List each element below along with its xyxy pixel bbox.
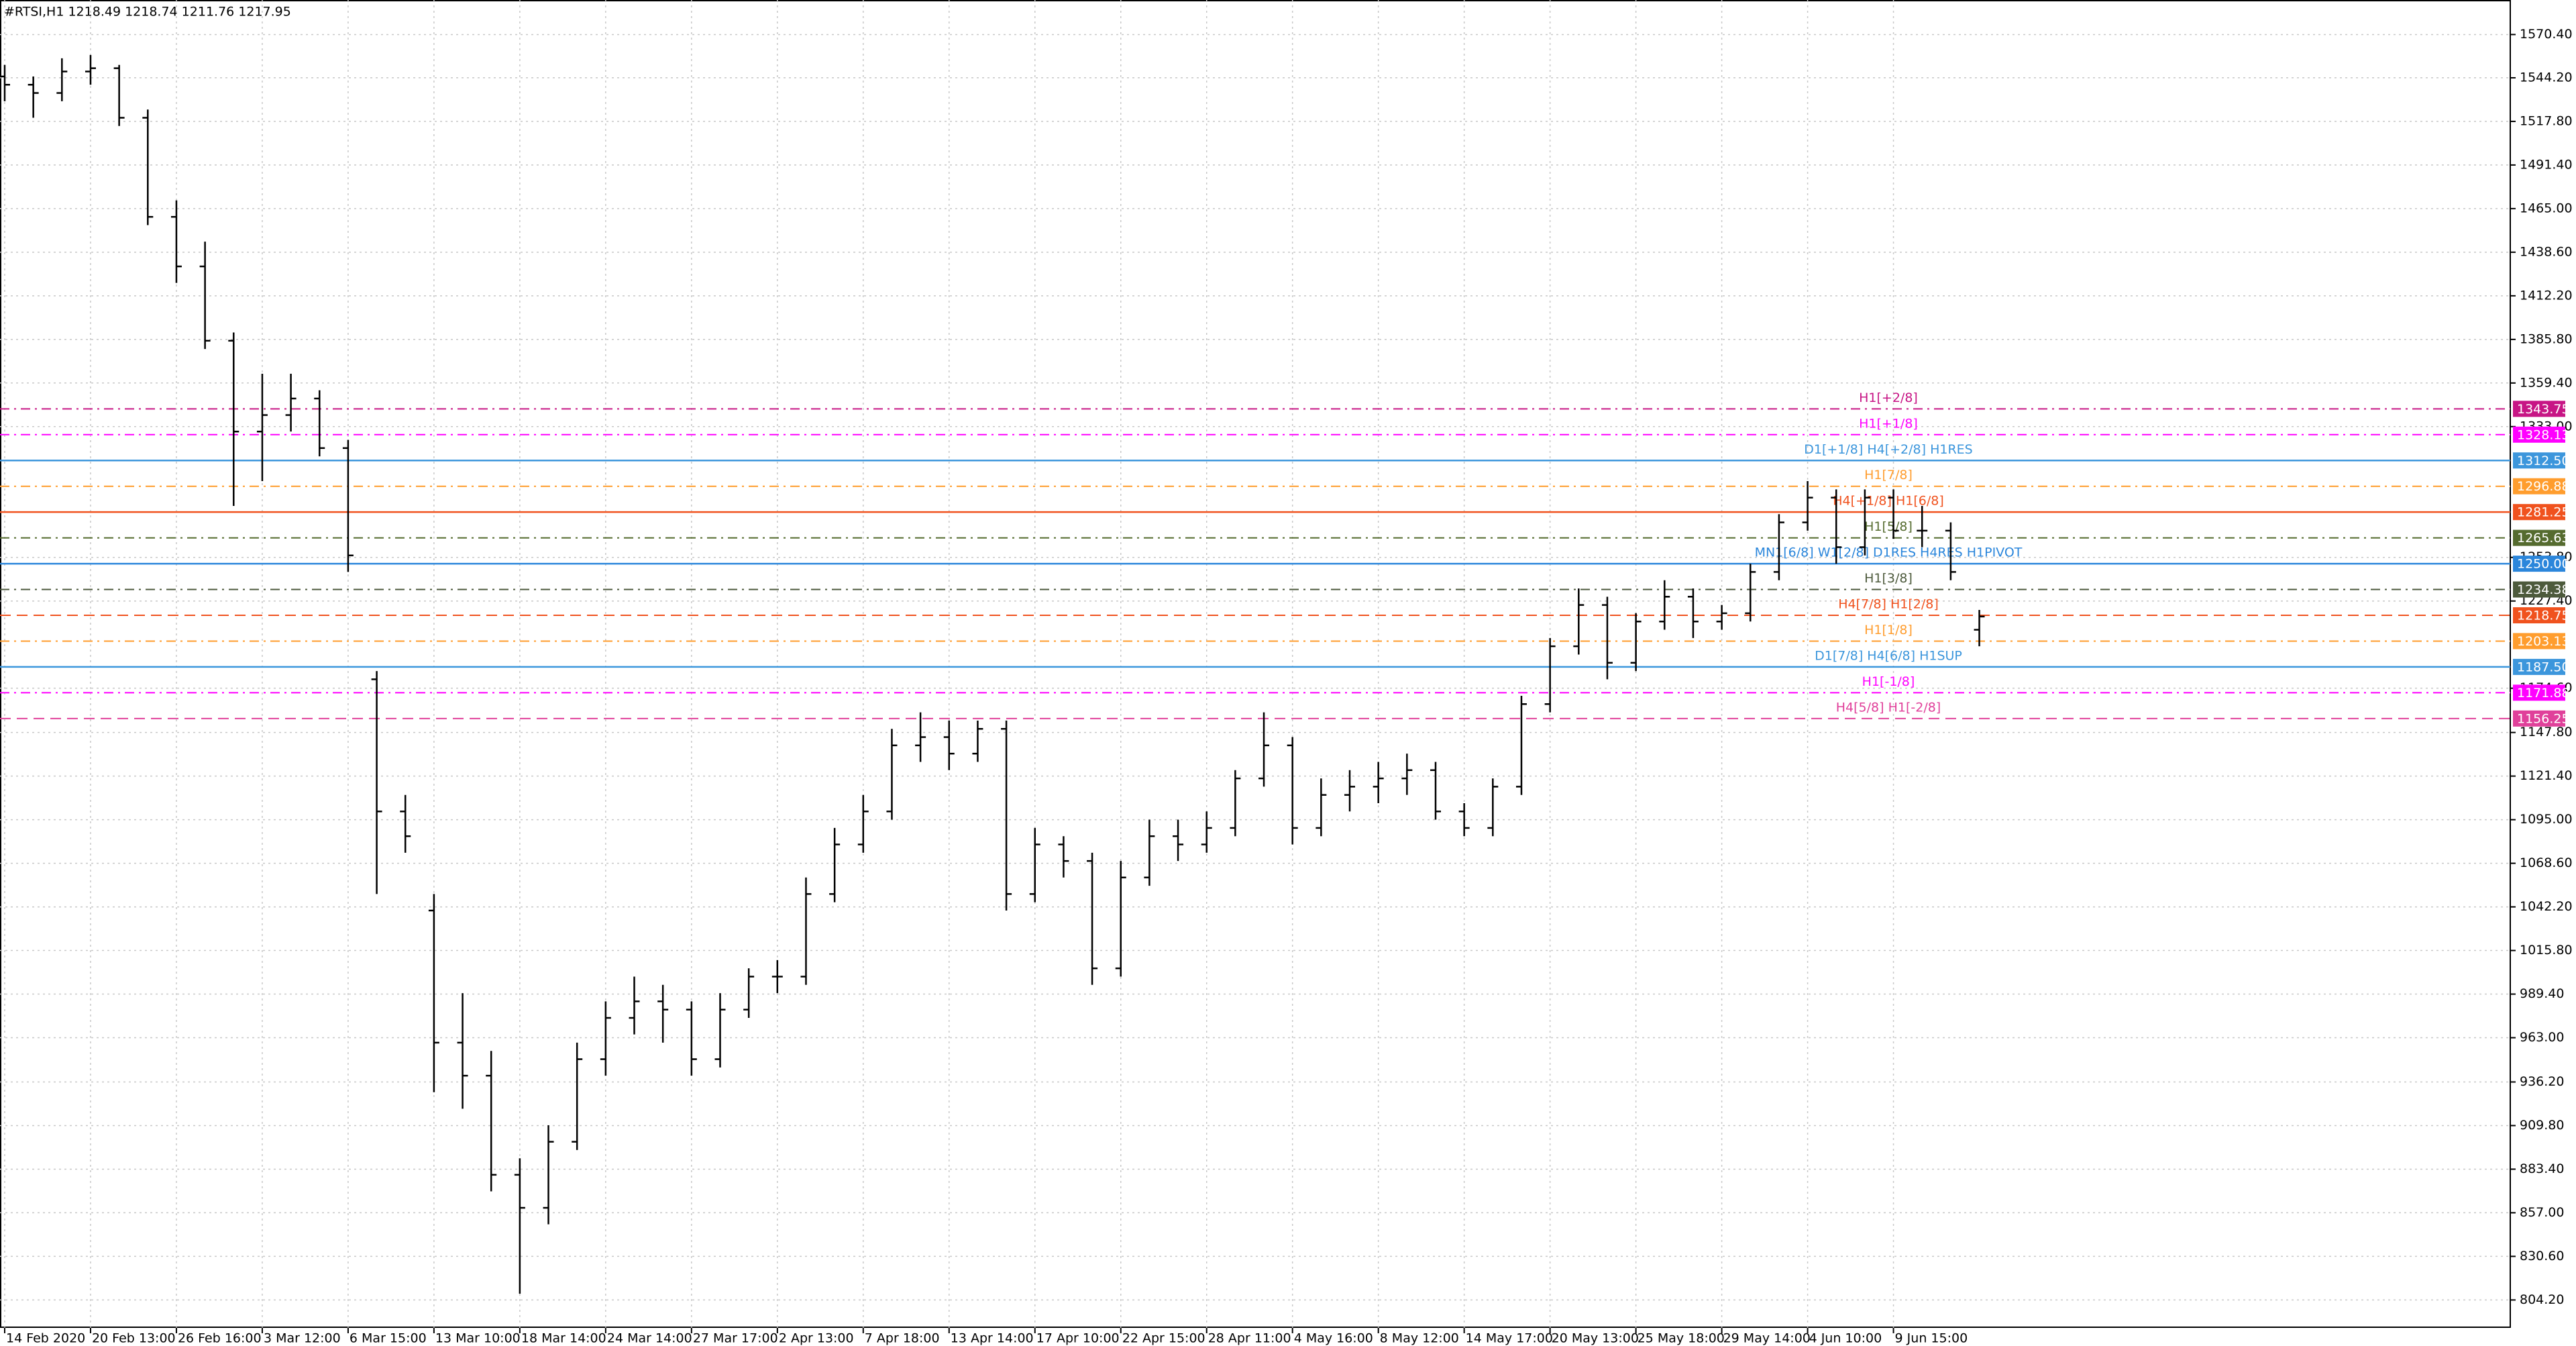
- price-box: [2513, 556, 2565, 572]
- x-tick-label: 20 May 13:00: [1552, 1331, 1639, 1346]
- y-tick-label: 1359.40: [2520, 375, 2573, 390]
- level-text: H1[+1/8]: [1859, 416, 1918, 431]
- level-text: H4[+1/8] H1[6/8]: [1833, 494, 1944, 509]
- y-tick-label: 1385.80: [2520, 331, 2573, 346]
- y-tick-label: 1147.80: [2520, 725, 2573, 739]
- y-tick-label: 1042.20: [2520, 899, 2573, 914]
- chart-title: #RTSI,H1 1218.49 1218.74 1211.76 1217.95: [4, 5, 291, 19]
- y-tick-label: 1570.40: [2520, 27, 2573, 42]
- y-tick-label: 857.00: [2520, 1205, 2564, 1220]
- price-box-label: 1343.75: [2517, 402, 2570, 417]
- price-box: [2513, 478, 2565, 495]
- price-box: [2513, 581, 2565, 598]
- y-tick-label: 1517.80: [2520, 113, 2573, 128]
- y-tick-label: 963.00: [2520, 1030, 2564, 1045]
- x-tick-label: 14 May 17:00: [1466, 1331, 1553, 1346]
- price-box-label: 1281.25: [2517, 505, 2570, 520]
- level-text: H1[1/8]: [1864, 623, 1913, 637]
- y-tick-label: 1412.20: [2520, 288, 2573, 303]
- x-tick-label: 7 Apr 18:00: [865, 1331, 940, 1346]
- price-box-label: 1218.75: [2517, 609, 2570, 623]
- y-tick-label: 1438.60: [2520, 244, 2573, 259]
- y-tick-label: 1465.00: [2520, 201, 2573, 215]
- level-text: H1[3/8]: [1864, 571, 1913, 586]
- price-box-label: 1312.50: [2517, 454, 2570, 468]
- x-tick-label: 13 Mar 10:00: [435, 1331, 521, 1346]
- x-tick-label: 2 Apr 13:00: [779, 1331, 854, 1346]
- y-tick-label: 804.20: [2520, 1292, 2564, 1307]
- y-tick-label: 883.40: [2520, 1161, 2564, 1176]
- y-tick-label: 830.60: [2520, 1249, 2564, 1263]
- price-box: [2513, 607, 2565, 624]
- price-box-label: 1265.63: [2517, 531, 2570, 546]
- x-tick-label: 24 Mar 14:00: [607, 1331, 692, 1346]
- price-box-label: 1250.00: [2517, 557, 2570, 572]
- x-tick-label: 28 Apr 11:00: [1208, 1331, 1291, 1346]
- price-box: [2513, 684, 2565, 701]
- price-box: [2513, 529, 2565, 546]
- price-box: [2513, 401, 2565, 417]
- level-text: H4[7/8] H1[2/8]: [1838, 597, 1939, 612]
- price-box: [2513, 426, 2565, 443]
- price-box-label: 1296.88: [2517, 479, 2570, 494]
- level-text: D1[+1/8] H4[+2/8] H1RES: [1804, 442, 1972, 457]
- level-text: H4[5/8] H1[-2/8]: [1836, 700, 1941, 715]
- y-tick-label: 1068.60: [2520, 856, 2573, 870]
- x-tick-label: 9 Jun 15:00: [1895, 1331, 1968, 1346]
- x-tick-label: 18 Mar 14:00: [521, 1331, 606, 1346]
- y-tick-label: 1491.40: [2520, 157, 2573, 172]
- y-tick-label: 1015.80: [2520, 943, 2573, 957]
- x-tick-label: 4 May 16:00: [1294, 1331, 1373, 1346]
- price-box: [2513, 658, 2565, 675]
- y-tick-label: 989.40: [2520, 986, 2564, 1001]
- price-box: [2513, 504, 2565, 521]
- y-tick-label: 1121.40: [2520, 768, 2573, 783]
- x-tick-label: 25 May 18:00: [1638, 1331, 1725, 1346]
- level-text: MN1[6/8] W1[2/8] D1RES H4RES H1PIVOT: [1755, 546, 2023, 560]
- price-box: [2513, 710, 2565, 727]
- level-text: D1[7/8] H4[6/8] H1SUP: [1815, 648, 1962, 663]
- price-box-label: 1328.13: [2517, 427, 2570, 442]
- x-tick-label: 29 May 14:00: [1723, 1331, 1811, 1346]
- price-box: [2513, 633, 2565, 650]
- level-text: H1[5/8]: [1864, 519, 1913, 534]
- x-tick-label: 22 Apr 15:00: [1122, 1331, 1205, 1346]
- x-tick-label: 20 Feb 13:00: [92, 1331, 176, 1346]
- x-tick-label: 26 Feb 16:00: [178, 1331, 262, 1346]
- x-tick-label: 14 Feb 2020: [6, 1331, 85, 1346]
- price-box-label: 1171.88: [2517, 686, 2570, 701]
- level-text: H1[-1/8]: [1862, 674, 1915, 689]
- x-tick-label: 8 May 12:00: [1380, 1331, 1459, 1346]
- y-tick-label: 936.20: [2520, 1074, 2564, 1089]
- level-text: H1[+2/8]: [1859, 391, 1918, 405]
- level-text: H1[7/8]: [1864, 468, 1913, 482]
- y-tick-label: 1095.00: [2520, 812, 2573, 827]
- price-box: [2513, 452, 2565, 469]
- price-box-label: 1203.13: [2517, 634, 2570, 649]
- x-tick-label: 6 Mar 15:00: [350, 1331, 427, 1346]
- x-tick-label: 3 Mar 12:00: [264, 1331, 341, 1346]
- price-box-label: 1187.50: [2517, 660, 2570, 674]
- y-tick-label: 1544.20: [2520, 70, 2573, 85]
- x-tick-label: 13 Apr 14:00: [951, 1331, 1034, 1346]
- x-tick-label: 17 Apr 10:00: [1036, 1331, 1120, 1346]
- x-tick-label: 4 Jun 10:00: [1809, 1331, 1882, 1346]
- price-box-label: 1156.25: [2517, 711, 2570, 726]
- price-box-label: 1234.38: [2517, 582, 2570, 597]
- y-tick-label: 909.80: [2520, 1118, 2564, 1133]
- plot-frame: [0, 0, 2511, 1328]
- x-tick-label: 27 Mar 17:00: [693, 1331, 778, 1346]
